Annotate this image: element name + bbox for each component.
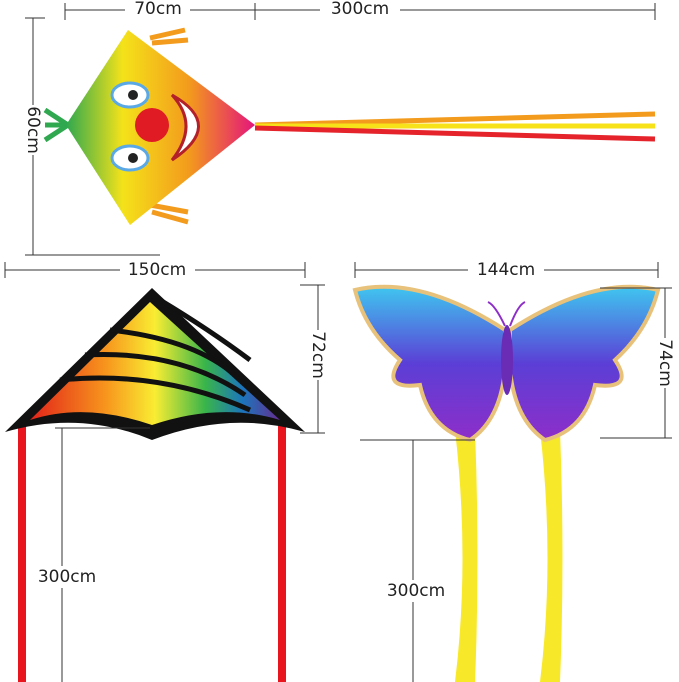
tail-label: 300cm bbox=[38, 567, 96, 587]
width-label: 70cm bbox=[134, 0, 182, 19]
butterfly-kite bbox=[352, 284, 661, 682]
width-label: 144cm bbox=[477, 260, 535, 280]
width-label: 150cm bbox=[128, 260, 186, 280]
delta-kite bbox=[5, 288, 305, 682]
height-label: 74cm bbox=[655, 339, 675, 387]
height-label: 72cm bbox=[308, 331, 328, 379]
height-label: 60cm bbox=[23, 106, 43, 154]
diamond-kite bbox=[43, 27, 656, 225]
tail-label: 300cm bbox=[387, 581, 445, 601]
tail-label: 300cm bbox=[331, 0, 389, 19]
